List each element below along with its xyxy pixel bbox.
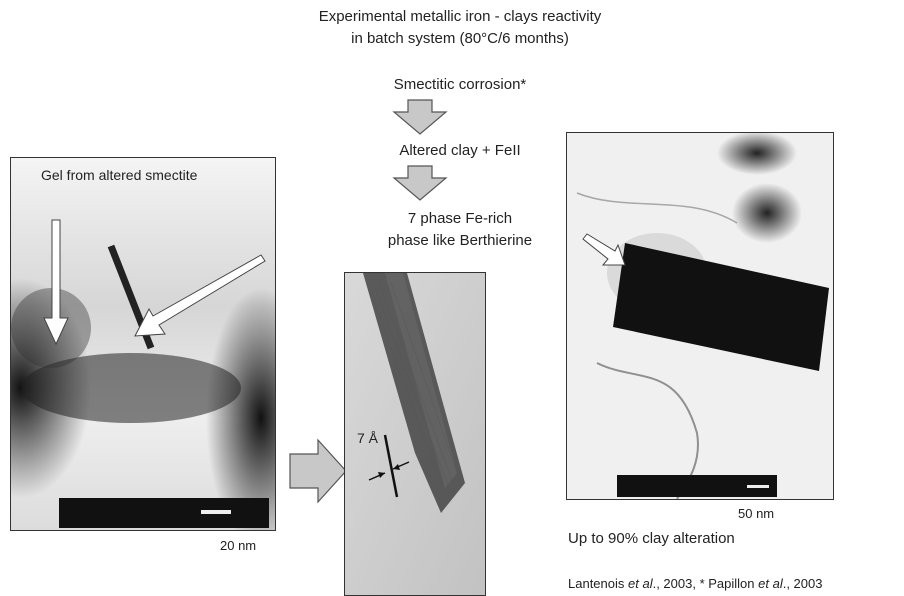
- flow-step-smectitic-corrosion: Smectitic corrosion*: [393, 76, 527, 93]
- down-arrow-2: [392, 165, 448, 201]
- right-micrograph: [566, 132, 834, 500]
- spacing-label: 7 Å: [357, 430, 379, 446]
- right-white-arrow: [582, 233, 626, 266]
- right-micrograph-image: [567, 133, 833, 499]
- ref1-authors: Lantenois: [568, 576, 625, 591]
- diagonal-arrow: [134, 254, 266, 337]
- references: Lantenois et al., 2003, * Papillon et al…: [568, 575, 822, 593]
- flow-step-phase-line-1: 7 phase Fe-rich: [407, 210, 513, 227]
- ref2-etal: et al: [758, 576, 783, 591]
- left-micrograph: Gel from altered smectite: [10, 157, 276, 531]
- ref2-authors: Papillon: [708, 576, 755, 591]
- down-arrow-1: [392, 99, 448, 135]
- left-scale-label: 20 nm: [220, 538, 257, 553]
- title-line-2: in batch system (80°C/6 months): [351, 30, 569, 47]
- flow-step-altered-clay: Altered clay + FeII: [399, 142, 521, 159]
- left-panel-caption: Gel from altered smectite: [41, 167, 198, 183]
- ref1-etal: et al: [628, 576, 653, 591]
- middle-micrograph: 7 Å: [344, 272, 486, 596]
- right-arrow: [289, 438, 347, 504]
- right-panel-note: Up to 90% clay alteration: [568, 530, 735, 547]
- flow-step-phase-line-2: phase like Berthierine: [387, 232, 533, 249]
- vertical-arrow: [43, 219, 69, 346]
- right-scale-label: 50 nm: [738, 506, 775, 521]
- ref2-year: ., 2003: [782, 576, 823, 591]
- title-line-1: Experimental metallic iron - clays react…: [318, 8, 602, 25]
- middle-micrograph-image: [345, 273, 485, 595]
- ref1-year: ., 2003, *: [652, 576, 709, 591]
